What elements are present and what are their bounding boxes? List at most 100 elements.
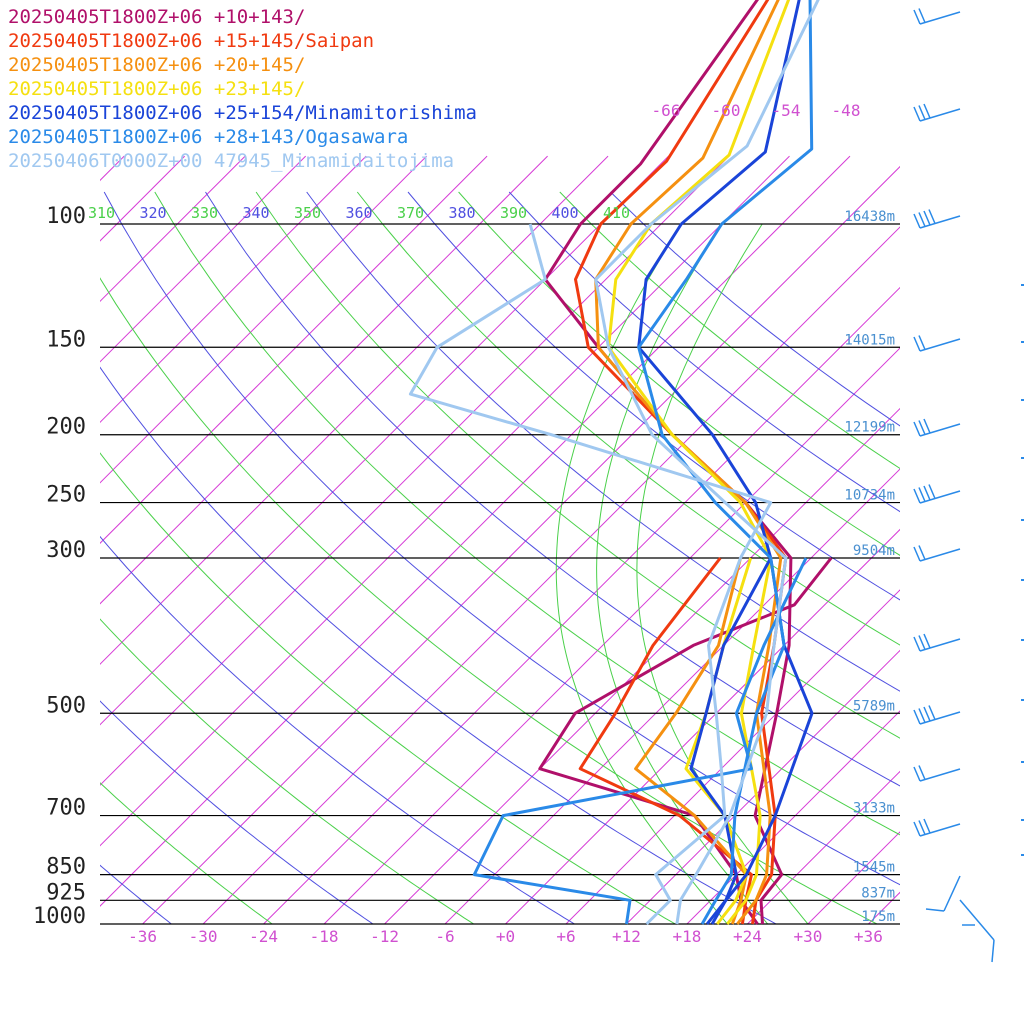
wind-barb: [913, 8, 961, 25]
upper-profile-0: [579, 0, 759, 226]
isotherm-line: [202, 226, 900, 924]
temperature-tick-label: -18: [310, 927, 339, 946]
legend-entry-0: 20250405T1800Z+06 +10+143/: [8, 6, 305, 28]
temperature-tick-label: +6: [556, 927, 575, 946]
height-label-150: 14015m: [844, 332, 895, 348]
theta-label: 380: [449, 204, 476, 222]
isotherm-line: [444, 468, 900, 924]
temperature-tick-label: +12: [612, 927, 641, 946]
height-label-100: 16438m: [844, 209, 895, 225]
temperature-tick-label: -30: [189, 927, 218, 946]
isotherm-line: [100, 155, 851, 907]
height-label-850: 1545m: [853, 860, 895, 876]
isotherm-line: [100, 155, 186, 242]
dewpoint-profile-5: [472, 557, 808, 925]
theta-label: 350: [294, 204, 321, 222]
sounding-profiles: [408, 0, 833, 926]
temperature-tick-label: +36: [854, 927, 883, 946]
isotherm-line: [100, 155, 427, 484]
height-label-500: 5789m: [853, 698, 895, 714]
temperature-tick-label: -36: [128, 927, 157, 946]
dry-adiabat-line: [508, 191, 900, 513]
dry-adiabat-line: [154, 191, 900, 836]
theta-label: 370: [397, 204, 424, 222]
axis-labels: 100 16438m 150 14015m 200 12199m 250 10734m 300 9…: [33, 101, 895, 946]
legend-entry-3: 20250405T1800Z+06 +23+145/: [8, 78, 305, 100]
dry-adiabat-line: [306, 191, 900, 692]
top-temperature-label: -66: [652, 101, 681, 120]
dry-adiabat-line: [255, 191, 900, 739]
top-temperature-label: -54: [772, 101, 801, 120]
legend-entry-4: 20250405T1800Z+06 +25+154/Minamitorishim…: [8, 102, 477, 124]
isotherm-line: [384, 407, 900, 924]
pressure-label-925: 925: [46, 880, 86, 905]
wind-barb: [913, 633, 961, 652]
theta-label: 390: [500, 204, 527, 222]
legend-entry-2: 20250405T1800Z+06 +20+145/: [8, 54, 305, 76]
temperature-profile-0: [543, 223, 793, 925]
temperature-tick-label: -6: [435, 927, 454, 946]
temperature-tick-label: +24: [733, 927, 762, 946]
pressure-label-700: 700: [46, 796, 86, 821]
dry-adiabat-line: [205, 191, 900, 787]
theta-label: 400: [552, 204, 579, 222]
wind-barb: [913, 209, 961, 229]
isotherm-line: [747, 770, 900, 924]
isotherm-line: [100, 155, 548, 605]
wind-barb: [925, 875, 961, 912]
isotherm-line: [565, 589, 900, 924]
isotherm-line: [807, 831, 900, 924]
isotherm-line: [100, 155, 307, 363]
legend-entry-5: 20250405T1800Z+06 +28+143/Ogasawara: [8, 126, 408, 148]
isotherm-line: [142, 165, 900, 924]
upper-profile-5: [720, 0, 814, 226]
pressure-label-100: 100: [46, 204, 86, 229]
theta-label: 320: [140, 204, 167, 222]
temperature-profile-3: [607, 223, 773, 925]
theta-label: 310: [88, 204, 115, 222]
isotherm-line: [100, 155, 367, 424]
isotherm-line: [686, 710, 900, 924]
isotherm-line: [263, 286, 900, 924]
wind-barb: [913, 484, 961, 504]
temperature-profile-6: [594, 222, 788, 925]
wind-barb: [913, 335, 961, 352]
temperature-tick-label: -24: [249, 927, 278, 946]
pressure-label-850: 850: [46, 855, 86, 880]
dewpoint-profile-4: [689, 557, 773, 925]
isotherm-line: [626, 649, 900, 924]
upper-profile-6: [650, 0, 820, 226]
dry-adiabat-line: [356, 191, 900, 646]
height-label-200: 12199m: [844, 420, 895, 436]
height-label-300: 9504m: [853, 543, 895, 559]
wind-barb: [913, 418, 961, 437]
isotherm-line: [100, 155, 609, 665]
upper-profile-2: [629, 0, 780, 226]
wind-barb: [959, 899, 995, 963]
temperature-tick-label: +18: [672, 927, 701, 946]
legend: 20250405T1800Z+06 +10+143/20250405T1800Z…: [8, 6, 477, 172]
upper-profile-1: [599, 0, 770, 226]
wind-barb: [913, 818, 961, 837]
temperature-profile-1: [574, 223, 788, 925]
theta-label: 360: [346, 204, 373, 222]
isotherm-line: [100, 155, 790, 847]
isotherm-line: [100, 155, 246, 303]
legend-entry-1: 20250405T1800Z+06 +15+145/Saipan: [8, 30, 374, 52]
temperature-tick-label: +30: [793, 927, 822, 946]
isotherm-line: [100, 155, 669, 726]
isotherm-line: [929, 156, 1024, 924]
temperature-tick-label: +0: [496, 927, 515, 946]
theta-label: 330: [191, 204, 218, 222]
pressure-label-250: 250: [46, 483, 86, 508]
height-label-925: 837m: [861, 885, 895, 901]
top-temperature-label: -60: [712, 101, 741, 120]
pressure-label-150: 150: [46, 327, 86, 352]
top-temperature-label: -48: [832, 101, 861, 120]
wind-barb: [913, 103, 961, 122]
theta-label: 410: [603, 204, 630, 222]
legend-entry-6: 20250406T0000Z+00 47945_Minamidaitojima: [8, 150, 454, 172]
wind-barb: [913, 545, 961, 562]
dewpoint-profile-2: [634, 557, 748, 925]
